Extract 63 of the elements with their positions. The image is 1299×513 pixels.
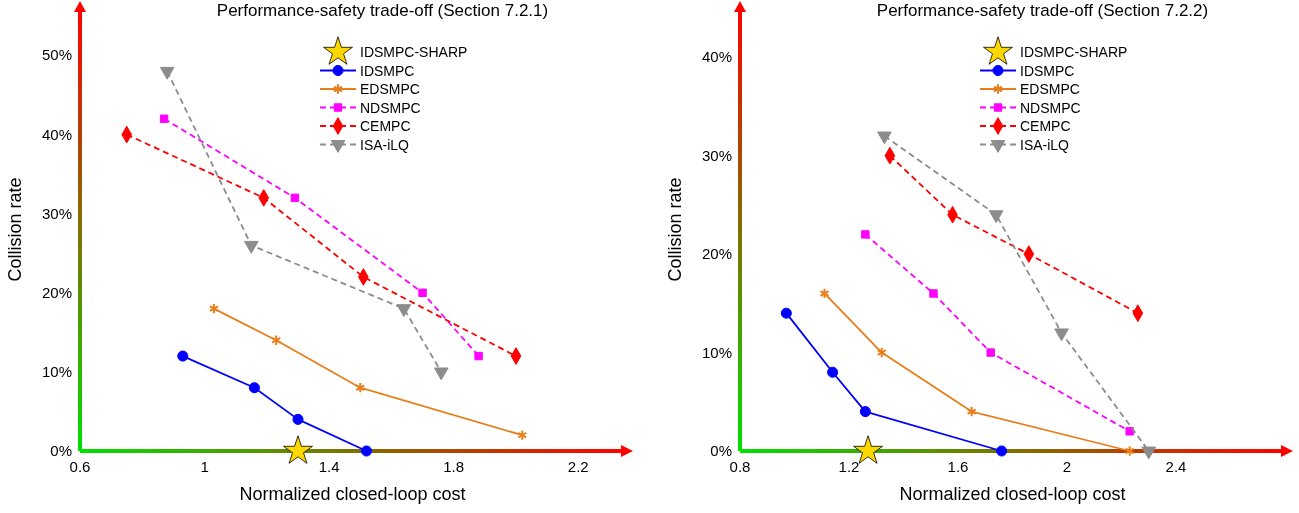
x-tick-label: 0.6 <box>69 458 91 475</box>
legend-label: NDSMPC <box>1020 99 1081 116</box>
x-tick-label: 2.4 <box>1165 458 1187 475</box>
y-axis-title: Collision rate <box>5 177 25 282</box>
y-tick-label: 10% <box>41 362 72 380</box>
legend-label: IDSMPC-SHARP <box>360 44 468 60</box>
point <box>986 348 995 357</box>
x-tick-label: 2 <box>1062 458 1072 475</box>
point <box>271 334 282 346</box>
x-tick-label: 1 <box>200 458 209 475</box>
y-tick-label: 0% <box>710 442 732 459</box>
legend-label: NDSMPC <box>360 99 421 116</box>
chart-title: Performance-safety trade-off (Section 7.2.2) <box>876 1 1209 20</box>
y-tick-label: 30% <box>701 146 732 164</box>
point <box>827 366 839 378</box>
y-axis-title: Collision rate <box>665 177 685 282</box>
y-tick-label: 40% <box>41 125 72 143</box>
point <box>1124 445 1135 457</box>
point <box>360 445 373 457</box>
chart-title: Performance-safety trade-off (Section 7.2.1) <box>216 1 549 20</box>
point <box>517 429 528 441</box>
point <box>355 382 366 394</box>
point <box>859 406 871 418</box>
point <box>248 382 260 394</box>
y-tick-label: 20% <box>41 283 72 301</box>
x-tick-label: 1.6 <box>947 458 969 475</box>
point <box>243 240 259 254</box>
legend-label: IDSMPC-SHARP <box>1020 44 1128 60</box>
y-tick-label: 0% <box>50 442 72 459</box>
x-axis-title: Normalized closed-loop cost <box>239 484 466 504</box>
x-tick-label: 1.8 <box>443 458 465 475</box>
y-tick-label: 20% <box>701 245 732 263</box>
y-tick-label: 50% <box>41 46 72 64</box>
point <box>290 193 300 203</box>
point <box>283 435 313 464</box>
point <box>396 304 412 317</box>
point <box>780 307 792 319</box>
point <box>159 114 169 123</box>
legend-label: IDSMPC <box>1020 62 1075 79</box>
x-tick-label: 1.4 <box>318 458 340 475</box>
legend-label: ISA-iLQ <box>360 136 410 153</box>
point <box>418 288 427 297</box>
legend-label: ISA-iLQ <box>1020 136 1070 153</box>
point <box>929 289 938 298</box>
x-tick-label: 0.8 <box>729 458 751 475</box>
x-tick-label: 2.2 <box>567 458 589 475</box>
point <box>861 230 870 239</box>
legend-label: CEMPC <box>360 118 411 134</box>
point <box>292 413 304 425</box>
y-tick-label: 10% <box>701 343 732 361</box>
y-tick-label: 40% <box>701 48 732 66</box>
x-axis-title: Normalized closed-loop cost <box>899 484 1126 504</box>
x-tick-label: 1.2 <box>838 458 860 475</box>
point <box>996 445 1008 457</box>
legend-label: EDSMPC <box>360 81 420 97</box>
y-tick-label: 30% <box>41 204 72 222</box>
point <box>474 351 483 361</box>
point <box>853 435 883 464</box>
point <box>159 66 175 80</box>
legend-label: EDSMPC <box>1020 81 1080 97</box>
legend-label: CEMPC <box>1020 118 1071 134</box>
point <box>177 350 189 362</box>
legend-label: IDSMPC <box>360 62 415 79</box>
